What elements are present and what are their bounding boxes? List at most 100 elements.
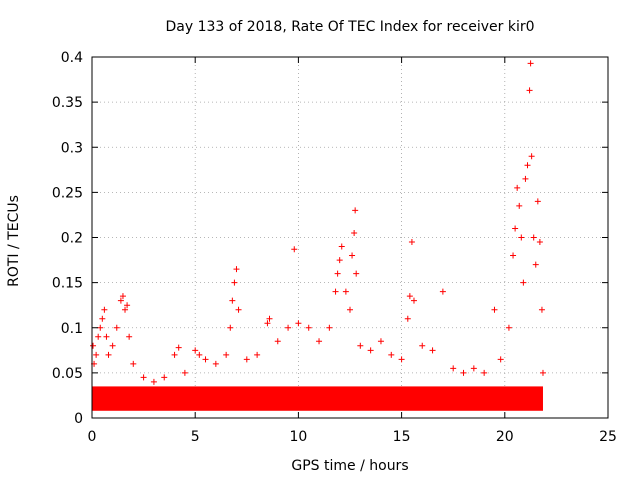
data-point xyxy=(388,351,395,358)
data-point xyxy=(212,360,219,367)
data-point xyxy=(150,378,157,385)
data-point xyxy=(231,279,238,286)
chart-title: Day 133 of 2018, Rate Of TEC Index for r… xyxy=(165,19,534,35)
data-point xyxy=(227,324,234,331)
data-point xyxy=(117,297,124,304)
data-point xyxy=(357,342,364,349)
data-point xyxy=(497,356,504,363)
data-point xyxy=(377,338,384,345)
data-point xyxy=(93,351,100,358)
data-point xyxy=(103,333,110,340)
data-point xyxy=(264,320,271,327)
data-point xyxy=(171,351,178,358)
data-point xyxy=(254,351,261,358)
dense-band xyxy=(92,386,543,411)
x-tick-label: 25 xyxy=(599,429,617,445)
data-point xyxy=(305,324,312,331)
data-point xyxy=(367,347,374,354)
y-tick-label: 0.15 xyxy=(52,276,83,292)
data-point xyxy=(514,184,521,191)
data-point xyxy=(122,306,129,313)
data-point xyxy=(342,288,349,295)
data-point xyxy=(481,369,488,376)
data-point xyxy=(534,198,541,205)
data-point xyxy=(530,234,537,241)
data-point xyxy=(326,324,333,331)
data-point xyxy=(192,347,199,354)
y-tick-label: 0.35 xyxy=(52,95,83,111)
data-point xyxy=(470,365,477,372)
data-point xyxy=(266,315,273,322)
data-point xyxy=(334,270,341,277)
data-point xyxy=(349,252,356,259)
data-point xyxy=(539,369,546,376)
data-point xyxy=(351,229,358,236)
data-point xyxy=(291,246,298,253)
data-point xyxy=(235,306,242,313)
y-axis-label: ROTI / TECUs xyxy=(6,195,22,287)
data-point xyxy=(243,356,250,363)
x-tick-label: 5 xyxy=(191,429,200,445)
data-point xyxy=(105,351,112,358)
y-tick-label: 0.25 xyxy=(52,185,83,201)
data-point xyxy=(97,324,104,331)
data-point xyxy=(109,342,116,349)
data-points xyxy=(90,60,546,385)
data-point xyxy=(410,297,417,304)
data-point xyxy=(516,202,523,209)
data-point xyxy=(419,342,426,349)
x-tick-label: 0 xyxy=(88,429,97,445)
y-tick-label: 0.1 xyxy=(61,321,83,337)
data-point xyxy=(526,87,533,94)
y-tick-label: 0 xyxy=(74,411,83,427)
data-point xyxy=(398,356,405,363)
data-point xyxy=(491,306,498,313)
plot-frame xyxy=(91,56,609,419)
x-tick-label: 20 xyxy=(496,429,514,445)
data-point xyxy=(196,351,203,358)
data-point xyxy=(347,306,353,313)
data-point xyxy=(528,153,535,160)
data-point xyxy=(450,365,457,372)
data-point xyxy=(518,234,525,241)
y-tick-label: 0.2 xyxy=(61,231,83,247)
data-point xyxy=(532,261,539,268)
data-point xyxy=(538,306,545,313)
data-point xyxy=(522,175,529,182)
data-point xyxy=(285,324,292,331)
data-point xyxy=(113,324,120,331)
data-point xyxy=(274,338,281,345)
data-point xyxy=(316,338,323,345)
data-point xyxy=(130,360,137,367)
data-point xyxy=(352,207,359,214)
data-point xyxy=(119,293,126,300)
data-point xyxy=(90,342,97,349)
data-point xyxy=(332,288,339,295)
data-point xyxy=(95,333,102,340)
data-point xyxy=(404,315,411,322)
data-point xyxy=(527,60,534,67)
data-point xyxy=(124,302,131,309)
data-point xyxy=(460,369,467,376)
data-point xyxy=(161,374,168,381)
data-point xyxy=(101,306,108,313)
data-point xyxy=(336,257,343,264)
data-point xyxy=(439,288,446,295)
data-point xyxy=(338,243,345,250)
data-point xyxy=(202,356,209,363)
y-tick-label: 0.4 xyxy=(61,50,83,66)
data-point xyxy=(406,293,413,300)
data-point xyxy=(429,347,436,354)
y-tick-label: 0.05 xyxy=(52,366,83,382)
data-point xyxy=(99,315,106,322)
data-point xyxy=(295,320,302,327)
y-tick-label: 0.3 xyxy=(61,140,83,156)
data-point xyxy=(520,279,527,286)
data-point xyxy=(223,351,230,358)
axis-ticks: 0 5 10 15 20 25 0 0.05 0.1 0.15 0.2 0.25 0.3 0.35 0.4 xyxy=(52,50,617,445)
data-point xyxy=(181,369,188,376)
data-point xyxy=(126,333,133,340)
data-point xyxy=(510,252,517,259)
data-point xyxy=(505,324,512,331)
grid-lines xyxy=(92,57,608,418)
